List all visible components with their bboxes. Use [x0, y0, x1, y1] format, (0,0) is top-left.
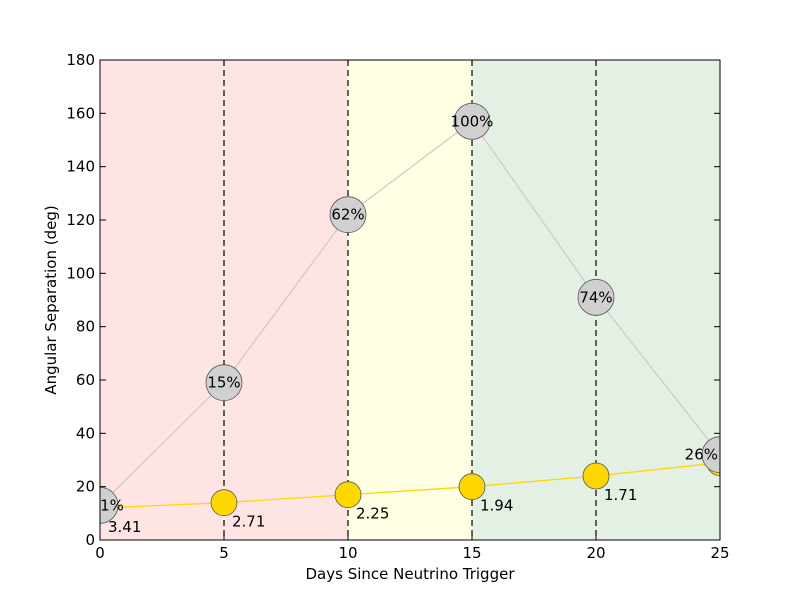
- sun-marker: [210, 489, 238, 517]
- moon-phase-label: 74%: [579, 288, 612, 306]
- band-1: [348, 60, 472, 540]
- x-tick-label: 0: [95, 544, 105, 562]
- moon-marker: [453, 102, 491, 140]
- x-tick-label: 10: [338, 544, 357, 562]
- sun-value-label: 2.25: [356, 505, 389, 523]
- sun-marker: [458, 473, 486, 501]
- moon-marker: [701, 436, 720, 474]
- series-markers: [100, 102, 720, 524]
- moon-line: [99, 120, 721, 506]
- y-tick-label: 60: [76, 371, 95, 389]
- moon-phase-label: 62%: [331, 206, 364, 224]
- series-lines: [99, 120, 721, 509]
- axis-ticks: 0 5 10 15 20 25 0 20 40 60 80 100 120 140 160 180: [66, 51, 729, 562]
- moon-marker: [329, 196, 367, 234]
- x-axis-label: Days Since Neutrino Trigger: [306, 565, 516, 583]
- sun-line: [99, 462, 721, 509]
- moon-marker: [100, 486, 119, 524]
- x-tick-label: 5: [219, 544, 229, 562]
- y-tick-label: 100: [66, 264, 95, 282]
- x-tick-label: 15: [462, 544, 481, 562]
- sun-value-label: 1.94: [480, 497, 513, 515]
- moon-marker: [205, 364, 243, 402]
- y-tick-label: 140: [66, 158, 95, 176]
- sun-value-label: 2.71: [232, 513, 265, 531]
- sun-marker: [582, 462, 610, 490]
- y-tick-label: 120: [66, 211, 95, 229]
- y-tick-label: 0: [85, 531, 95, 549]
- moon-phase-label: 100%: [451, 112, 494, 130]
- sun-value-label: 1.71: [604, 486, 637, 504]
- y-tick-label: 160: [66, 104, 95, 122]
- moon-phase-label: 1%: [100, 496, 124, 514]
- y-tick-label: 20: [76, 478, 95, 496]
- moon-phase-label: 15%: [207, 374, 240, 392]
- y-axis-label: Angular Separation (deg): [42, 205, 60, 394]
- y-tick-label: 40: [76, 424, 95, 442]
- point-labels: 1% 15% 62% 100% 74% 26% 3.41 2.71 2.25 1.94 1.71: [100, 112, 718, 536]
- moon-phase-label: 26%: [685, 446, 718, 464]
- sun-marker: [334, 481, 362, 509]
- moon-marker: [577, 278, 615, 316]
- y-tick-label: 80: [76, 318, 95, 336]
- plot-frame: [99, 59, 721, 541]
- x-tick-label: 25: [710, 544, 729, 562]
- background-bands: [100, 60, 720, 540]
- x-tick-label: 20: [586, 544, 605, 562]
- sun-value-label: 3.41: [108, 518, 141, 536]
- y-tick-label: 180: [66, 51, 95, 69]
